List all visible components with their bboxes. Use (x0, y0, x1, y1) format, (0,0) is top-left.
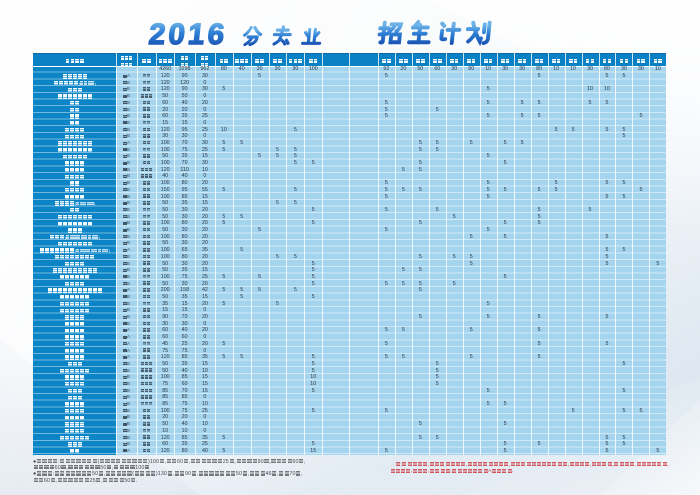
svg-text:2016: 2016 (147, 18, 229, 51)
